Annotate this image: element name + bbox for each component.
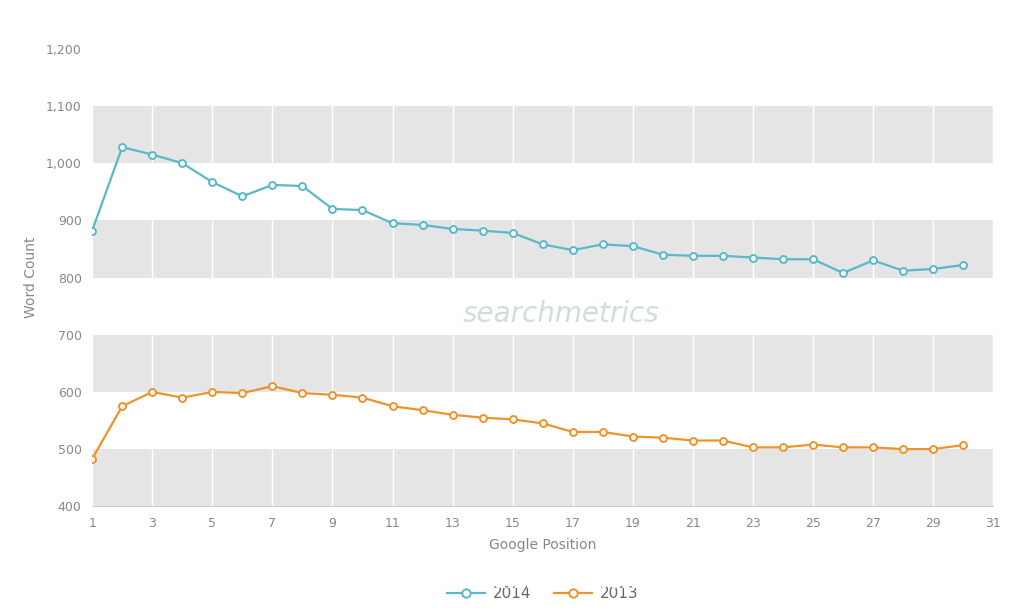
Text: Figure 26: Average ranking - number of words in text 2013/2014: Figure 26: Average ranking - number of w… — [185, 573, 839, 592]
Bar — [92, 220, 993, 278]
Bar — [92, 106, 993, 163]
Y-axis label: Word Count: Word Count — [24, 237, 38, 318]
Text: searchmetrics: searchmetrics — [463, 300, 659, 328]
Legend: 2014, 2013: 2014, 2013 — [440, 580, 645, 608]
X-axis label: Google Position: Google Position — [489, 538, 596, 552]
Bar — [92, 335, 993, 392]
Bar — [92, 449, 993, 506]
